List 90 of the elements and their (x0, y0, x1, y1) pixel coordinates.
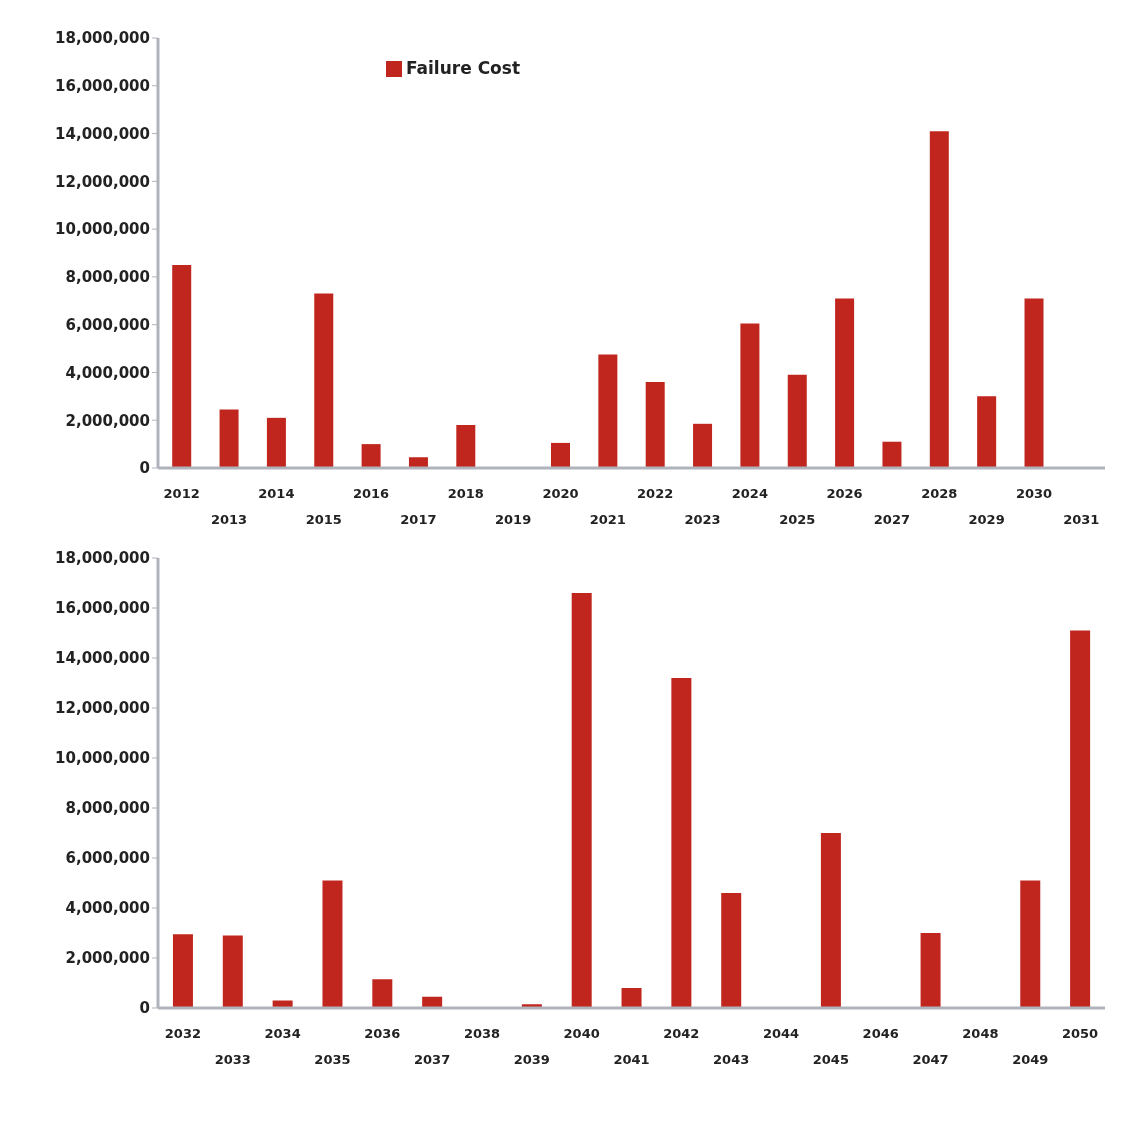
x-tick-label: 2043 (713, 1052, 750, 1067)
bar (1024, 298, 1044, 468)
x-tick-label: 2016 (352, 486, 390, 501)
bar (172, 934, 193, 1008)
bar (929, 131, 949, 468)
y-tick-label: 2,000,000 (65, 949, 150, 968)
y-tick-label: 8,000,000 (65, 799, 150, 818)
bar (222, 935, 243, 1008)
y-tick-label: 18,000,000 (55, 29, 150, 48)
bar (977, 396, 997, 468)
bar (621, 988, 642, 1008)
y-tick-label: 18,000,000 (55, 549, 150, 568)
x-tick-label: 2012 (163, 486, 200, 501)
x-tick-label: 2031 (1063, 512, 1100, 527)
x-tick-label: 2048 (962, 1026, 999, 1041)
bar (314, 293, 334, 468)
x-tick-label: 2039 (513, 1052, 550, 1067)
bar (172, 264, 192, 468)
x-tick-label: 2028 (921, 486, 958, 501)
x-tick-label: 2021 (589, 512, 626, 527)
y-tick-label: 16,000,000 (55, 77, 150, 96)
x-tick-label: 2025 (779, 512, 816, 527)
y-tick-label: 0 (139, 459, 150, 478)
y-tick-label: 4,000,000 (65, 899, 150, 918)
bar (456, 425, 476, 468)
x-tick-label: 2038 (463, 1026, 501, 1041)
x-tick-label: 2040 (563, 1026, 600, 1041)
y-tick-label: 16,000,000 (55, 599, 150, 618)
x-tick-label: 2022 (637, 486, 674, 501)
x-tick-label: 2036 (364, 1026, 401, 1041)
x-tick-label: 2034 (264, 1026, 301, 1041)
x-tick-label: 2037 (414, 1052, 451, 1067)
x-tick-label: 2046 (862, 1026, 899, 1041)
bar (219, 409, 239, 468)
x-tick-label: 2030 (1015, 486, 1053, 501)
y-tick-label: 14,000,000 (55, 649, 150, 668)
y-tick-label: 8,000,000 (65, 268, 150, 287)
x-tick-label: 2050 (1061, 1026, 1099, 1041)
x-tick-label: 2023 (684, 512, 721, 527)
bar (1020, 880, 1041, 1008)
bar (266, 417, 286, 468)
x-tick-label: 2049 (1012, 1052, 1049, 1067)
x-tick-label: 2047 (912, 1052, 949, 1067)
bar (598, 354, 618, 468)
y-tick-label: 10,000,000 (55, 220, 150, 239)
bar (920, 933, 941, 1008)
bar (551, 442, 571, 468)
x-tick-label: 2029 (968, 512, 1005, 527)
y-tick-label: 14,000,000 (55, 124, 150, 143)
bar (740, 323, 760, 468)
bar (408, 457, 428, 468)
x-tick-label: 2024 (731, 486, 768, 501)
bar (645, 382, 665, 468)
y-tick-label: 4,000,000 (65, 363, 150, 382)
x-tick-label: 2020 (542, 486, 579, 501)
bar (787, 374, 807, 468)
x-tick-label: 2042 (663, 1026, 700, 1041)
bar (571, 593, 592, 1008)
x-tick-label: 2032 (164, 1026, 202, 1041)
x-tick-label: 2017 (400, 512, 437, 527)
bar (372, 979, 393, 1008)
y-tick-label: 12,000,000 (55, 699, 150, 718)
x-tick-label: 2041 (613, 1052, 650, 1067)
y-tick-label: 12,000,000 (55, 172, 150, 191)
bar (721, 893, 742, 1008)
y-tick-label: 2,000,000 (65, 411, 150, 430)
y-tick-label: 0 (139, 999, 150, 1018)
y-tick-label: 6,000,000 (65, 315, 150, 334)
x-tick-label: 2035 (314, 1052, 351, 1067)
x-tick-label: 2033 (214, 1052, 251, 1067)
bar (1070, 630, 1091, 1008)
bar (361, 444, 381, 468)
y-tick-label: 10,000,000 (55, 749, 150, 768)
x-tick-label: 2027 (873, 512, 911, 527)
x-tick-label: 2019 (495, 512, 532, 527)
x-tick-label: 2015 (305, 512, 342, 527)
y-tick-label: 6,000,000 (65, 849, 150, 868)
x-tick-label: 2013 (210, 512, 248, 527)
bar (322, 880, 343, 1008)
x-tick-label: 2045 (812, 1052, 849, 1067)
legend-label: Failure Cost (405, 58, 521, 78)
bar (820, 833, 841, 1008)
bar (882, 441, 902, 468)
x-tick-label: 2044 (762, 1026, 800, 1041)
x-tick-label: 2018 (447, 486, 484, 501)
x-tick-label: 2026 (826, 486, 863, 501)
bar (671, 678, 692, 1008)
bar (693, 423, 713, 468)
bar (835, 298, 855, 468)
x-tick-label: 2014 (258, 486, 295, 501)
